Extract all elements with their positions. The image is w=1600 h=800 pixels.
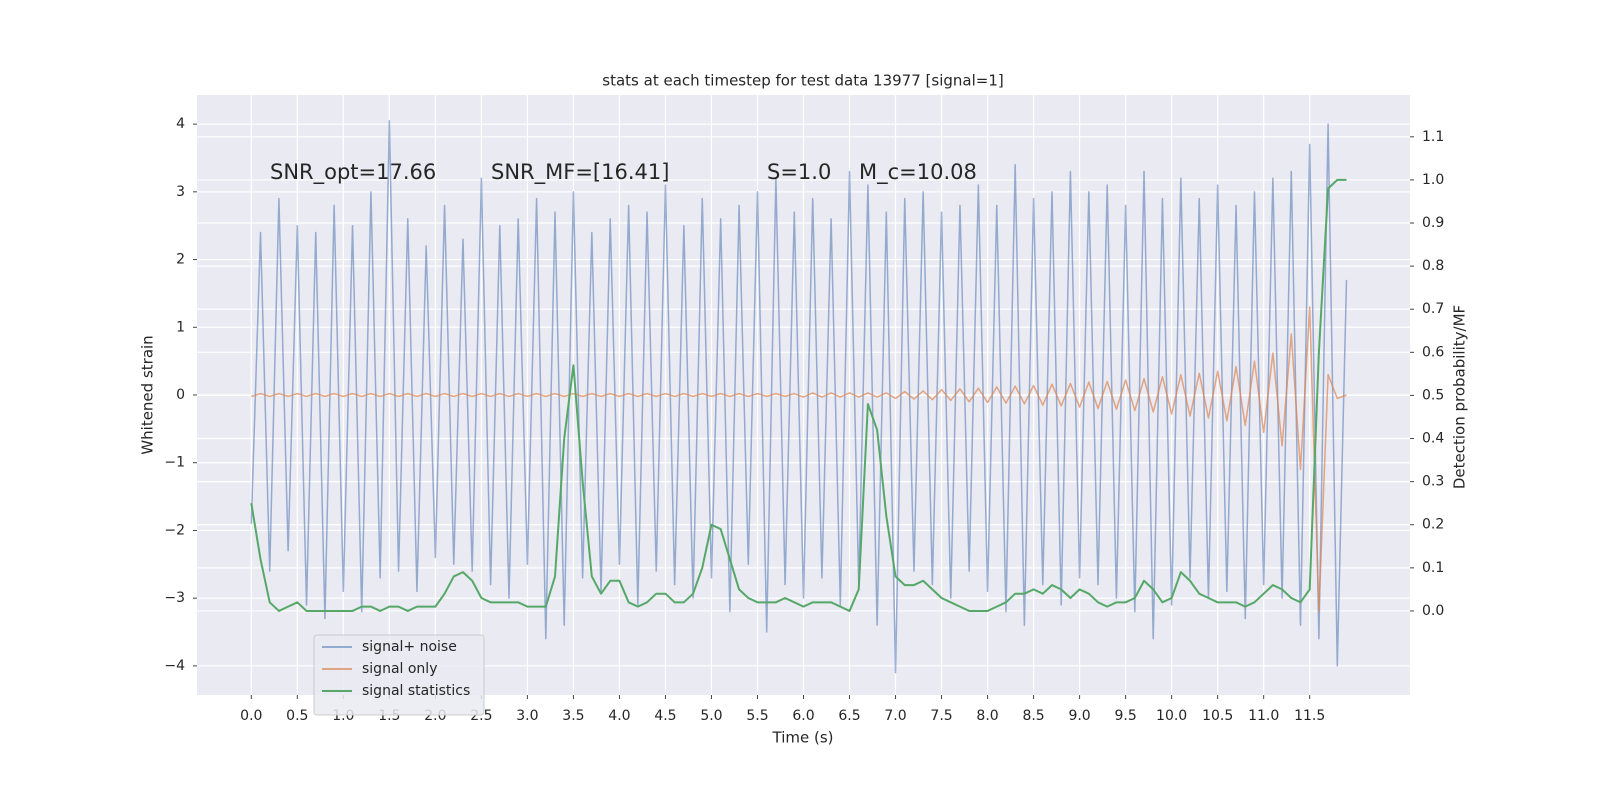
x-tick-label: 6.5 <box>838 708 860 724</box>
y-tick-label: 0 <box>176 387 185 403</box>
y2-tick-label: 0.5 <box>1422 387 1444 403</box>
y2-tick-label: 0.7 <box>1422 301 1444 317</box>
legend-label: signal statistics <box>362 683 470 699</box>
x-tick-label: 0.5 <box>286 708 308 724</box>
y2-tick-label: 1.1 <box>1422 129 1444 145</box>
grid: 0.0 0.5 1.0 1.5 2.0 2.5 3.0 3.5 4.0 4.5 5.0 5.5 6.0 6… <box>164 95 1444 724</box>
x-tick-label: 7.0 <box>884 708 906 724</box>
y2-tick-label: 0.3 <box>1422 474 1444 490</box>
x-tick-label: 4.0 <box>608 708 630 724</box>
y2-tick-label: 1.0 <box>1422 172 1444 188</box>
y-tick-label: 2 <box>176 252 185 268</box>
y2-axis-label: Detection probability/MF <box>1451 305 1469 489</box>
y-tick-label: −1 <box>164 455 185 471</box>
series-line <box>251 306 1347 613</box>
legend: signal+ noise signal only signal statistic… <box>313 634 485 716</box>
x-tick-label: 3.5 <box>562 708 584 724</box>
y2-tick-label: 0.9 <box>1422 215 1444 231</box>
y2-tick-label: 0.6 <box>1422 344 1444 360</box>
legend-label: signal+ noise <box>362 639 457 655</box>
x-tick-label: 6.0 <box>792 708 814 724</box>
y2-tick-label: 0.4 <box>1422 431 1444 447</box>
x-tick-label: 9.0 <box>1068 708 1090 724</box>
series-line <box>250 178 1347 612</box>
x-tick-label: 10.0 <box>1156 708 1187 724</box>
annotation: M_c=10.08 <box>859 160 977 185</box>
chart-title: stats at each timestep for test data 139… <box>602 72 1003 90</box>
x-tick-label: 11.5 <box>1294 708 1325 724</box>
x-tick-label: 8.0 <box>976 708 998 724</box>
x-tick-label: 10.5 <box>1202 708 1233 724</box>
x-tick-label: 9.5 <box>1114 708 1136 724</box>
marks <box>250 119 1348 674</box>
y-tick-label: −2 <box>164 522 185 538</box>
y2-tick-label: 0.2 <box>1422 517 1444 533</box>
y-tick-label: 1 <box>176 319 185 335</box>
x-tick-label: 0.0 <box>240 708 262 724</box>
x-tick-label: 7.5 <box>930 708 952 724</box>
x-tick-label: 3.0 <box>516 708 538 724</box>
x-tick-label: 11.0 <box>1248 708 1279 724</box>
x-tick-label: 8.5 <box>1022 708 1044 724</box>
x-tick-label: 4.5 <box>654 708 676 724</box>
y-tick-label: 3 <box>176 184 185 200</box>
y2-tick-label: 0.8 <box>1422 258 1444 274</box>
annotation: SNR_MF=[16.41] <box>491 160 669 185</box>
x-tick-label: 5.5 <box>746 708 768 724</box>
y2-tick-label: 0.0 <box>1422 603 1444 619</box>
y-axis-label: Whitened strain <box>139 335 157 454</box>
annotation: S=1.0 <box>767 160 831 184</box>
x-tick-label: 5.0 <box>700 708 722 724</box>
y-tick-label: −3 <box>164 590 185 606</box>
legend-label: signal only <box>362 661 437 677</box>
x-axis-label: Time (s) <box>772 729 834 747</box>
y2-tick-label: 0.1 <box>1422 560 1444 576</box>
y-tick-label: 4 <box>176 116 185 132</box>
annotation: SNR_opt=17.66 <box>270 160 436 185</box>
y-tick-label: −4 <box>164 658 185 674</box>
series-line <box>250 119 1348 674</box>
legend-box <box>313 634 485 716</box>
